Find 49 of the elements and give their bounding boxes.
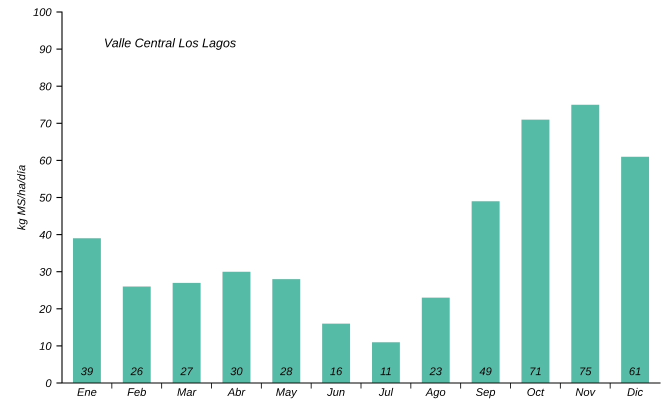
x-tick-label: Ago <box>425 388 446 398</box>
x-tick-label: Feb <box>128 388 146 396</box>
y-tick-label: 70 <box>40 120 52 128</box>
y-tick-label: 80 <box>40 82 52 90</box>
y-tick-label: 40 <box>39 230 52 239</box>
x-tick-label: Abr <box>227 388 246 396</box>
data-label: 28 <box>280 367 292 376</box>
bar <box>422 298 450 383</box>
bar <box>122 286 151 383</box>
data-label: 27 <box>180 367 194 376</box>
x-tick-label: Sep <box>476 388 496 398</box>
data-label: 75 <box>580 367 592 376</box>
y-tick-label: 10 <box>40 342 52 350</box>
bar <box>372 342 400 383</box>
y-tick-label: 0 <box>46 379 52 388</box>
bar <box>521 120 550 383</box>
data-label: 61 <box>630 367 640 376</box>
bar <box>322 324 350 383</box>
x-tick-label: Oct <box>527 388 544 396</box>
y-tick-label: 90 <box>40 45 52 54</box>
data-label: 30 <box>230 367 243 376</box>
x-tick-label: Dic <box>627 388 643 396</box>
x-tick-label: Jul <box>378 388 394 396</box>
bar <box>621 156 650 383</box>
x-tick-label: Ene <box>77 388 96 396</box>
y-tick-label: 30 <box>39 268 52 276</box>
x-tick-label: Mar <box>177 388 197 396</box>
y-tick-label: 60 <box>40 156 52 165</box>
y-tick-label: 20 <box>39 305 52 313</box>
bar <box>172 282 201 383</box>
bar <box>72 238 101 383</box>
text: Valle Central Los Lagos <box>104 38 236 50</box>
x-tick-label: Jun <box>327 388 345 396</box>
bar <box>472 201 500 383</box>
data-label: 16 <box>330 367 342 376</box>
x-tick-label: Nov <box>576 388 596 396</box>
data-label: 11 <box>380 367 391 376</box>
data-label: 71 <box>530 367 541 376</box>
y-tick-label: 50 <box>39 194 52 202</box>
bar <box>571 104 600 383</box>
data-label: 26 <box>130 367 143 376</box>
x-tick-label: May <box>276 388 298 398</box>
y-axis-title: kg MS/ha/día <box>17 165 28 230</box>
data-label: 39 <box>81 367 93 376</box>
bar <box>272 279 300 383</box>
y-tick-label: 100 <box>33 8 52 16</box>
data-label: 23 <box>430 367 442 376</box>
bar <box>222 272 250 383</box>
data-label: 49 <box>479 367 492 376</box>
